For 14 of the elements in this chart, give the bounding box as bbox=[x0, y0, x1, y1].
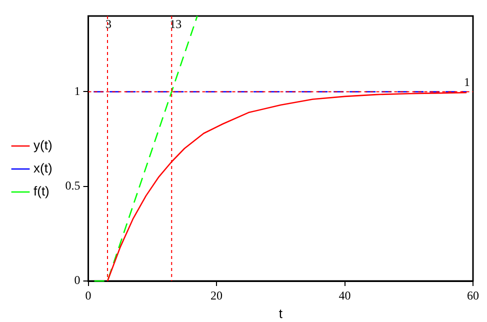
x-tick-label: 40 bbox=[338, 288, 351, 302]
y-tick-label: 0.5 bbox=[65, 178, 80, 193]
legend-label: y(t) bbox=[34, 138, 52, 153]
ref-line-label: 3 bbox=[106, 17, 112, 32]
ref-line-label: 13 bbox=[170, 17, 182, 32]
x-tick-label: 60 bbox=[467, 288, 479, 302]
x-tick-label: 0 bbox=[85, 288, 92, 302]
y-tick-label: 0 bbox=[74, 273, 80, 288]
x-axis-title: t bbox=[278, 306, 283, 321]
legend-label: x(t) bbox=[34, 160, 52, 176]
x-tick-label: 20 bbox=[210, 288, 223, 302]
y-tick-label: 1 bbox=[74, 84, 80, 98]
ref-line-label: 1 bbox=[464, 74, 470, 89]
legend-label: f(t) bbox=[34, 184, 50, 199]
